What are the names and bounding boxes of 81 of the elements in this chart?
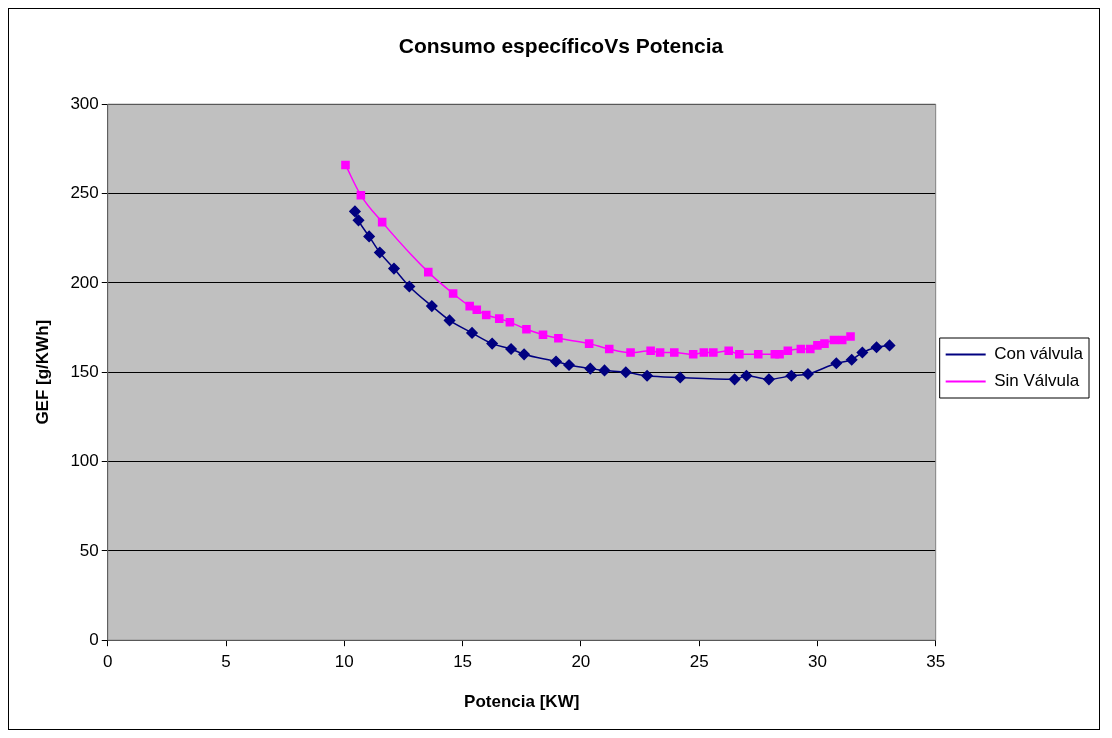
point [356,191,366,200]
point [709,348,718,357]
point [443,314,456,327]
point [670,348,679,357]
point [626,348,635,357]
x-tick-label: 20 [571,652,591,672]
point [505,317,515,327]
point [646,346,655,356]
y-axis-title: GEF [g/KWh] [32,319,52,425]
point [641,370,653,382]
point [688,350,698,359]
point [728,373,741,386]
y-tick-label: 300 [70,93,99,113]
point [724,346,733,356]
point [699,348,709,357]
point [763,373,775,386]
point [486,337,498,350]
x-tick-label: 10 [334,652,354,672]
x-tick-label: 35 [926,652,946,672]
point [374,246,386,259]
point [783,346,793,356]
point [584,339,594,348]
point [352,214,365,227]
point [775,350,784,359]
point [883,339,896,352]
point [448,289,458,298]
x-tick-label: 15 [453,652,473,672]
point [388,262,400,275]
point [796,344,806,354]
point [735,350,744,359]
point [870,341,883,353]
point [845,353,858,366]
point [563,359,575,371]
legend-label: Sin Válvula [994,371,1080,391]
point [424,267,433,277]
point [494,314,504,323]
point [837,335,847,345]
point [785,370,798,382]
point [856,346,869,359]
y-tick-label: 0 [89,629,99,649]
y-tick-label: 250 [70,183,99,203]
point [813,341,822,350]
y-tick-label: 200 [70,272,99,292]
point [554,333,563,343]
point [820,339,829,348]
point [349,205,361,218]
point [377,217,387,227]
point [538,330,548,339]
x-tick-label: 0 [103,652,113,672]
point [426,300,438,312]
x-tick-label: 30 [807,652,827,672]
y-tick-label: 100 [70,451,99,471]
point [846,332,855,341]
point [481,310,491,320]
point [620,366,632,378]
y-tick-label: 50 [79,540,99,560]
x-axis-title: Potencia [KW] [464,692,580,712]
point [518,348,530,361]
point [830,357,843,370]
point [604,344,614,354]
point [829,335,839,345]
point [341,160,350,170]
point [753,350,763,359]
point [598,364,611,377]
point [522,325,531,334]
legend-label: Con válvula [994,344,1084,364]
point [802,368,814,380]
point [472,305,482,314]
chart-title: Consumo específicoVs Potencia [398,34,724,58]
point [655,348,665,357]
x-tick-label: 5 [221,652,231,672]
point [550,355,562,368]
point [674,371,686,384]
x-tick-label: 25 [689,652,709,672]
point [363,230,375,243]
point [505,343,517,355]
point [403,280,416,293]
point [584,362,597,375]
y-tick-label: 150 [70,361,99,381]
point [466,327,478,339]
point [740,370,753,382]
